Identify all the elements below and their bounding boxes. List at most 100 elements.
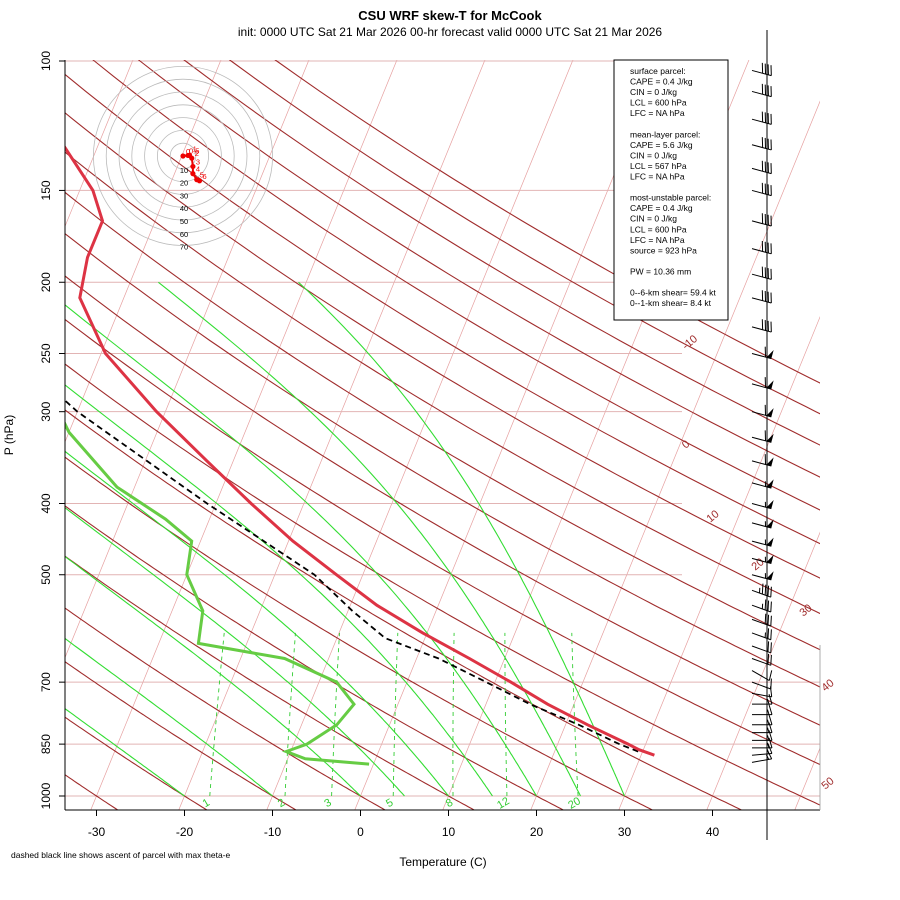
wind-barb-full — [764, 599, 767, 610]
hodograph-ring-label: 70 — [180, 243, 188, 252]
mixing-ratio-line — [392, 632, 399, 797]
wind-barb-flag — [766, 408, 774, 417]
dry-adiabat — [65, 73, 820, 545]
wind-barb — [751, 83, 772, 98]
profile-series — [65, 144, 655, 766]
chart-subtitle: init: 0000 UTC Sat 21 Mar 2026 00-hr for… — [238, 25, 663, 39]
mixing-ratio-label: 3 — [322, 797, 333, 810]
info-line: LFC = NA hPa — [630, 108, 685, 118]
wind-barb-full — [770, 586, 772, 598]
wind-barb-shaft — [751, 460, 772, 467]
wind-barb-full — [770, 654, 772, 666]
hodograph-ring-label: 10 — [180, 166, 188, 175]
wind-barb — [751, 290, 772, 304]
y-tick-label: 400 — [39, 493, 53, 513]
wind-barb — [751, 571, 774, 581]
isotherm — [706, 531, 820, 810]
info-line: CIN = 0 J/kg — [630, 214, 677, 224]
dry-adiabat — [65, 191, 820, 651]
info-line: CAPE = 0.4 J/kg — [630, 203, 693, 213]
dewpoint-line — [65, 420, 370, 766]
wind-barb-half — [765, 754, 770, 760]
wind-barb — [751, 111, 772, 125]
wind-barb — [751, 554, 774, 565]
wind-barb — [751, 743, 773, 756]
wind-barb-half — [767, 709, 770, 715]
y-tick-label: 1000 — [39, 782, 53, 809]
wind-barb-shaft — [751, 353, 772, 360]
hodograph-point — [180, 153, 186, 159]
dry-adiabat — [65, 555, 476, 810]
hodograph-ring — [156, 129, 209, 182]
y-tick-label: 150 — [39, 180, 53, 200]
dry-adiabat — [65, 661, 298, 810]
y-tick-label: 300 — [39, 401, 53, 421]
hodograph-ring — [93, 66, 273, 246]
dry-adiabat — [65, 232, 820, 688]
info-line: CAPE = 0.4 J/kg — [630, 77, 693, 87]
wind-barb-full — [768, 694, 773, 705]
mixing-ratio-label: 2 — [276, 797, 287, 810]
hodograph-ring-label: 40 — [180, 204, 188, 213]
info-line: LCL = 600 hPa — [630, 224, 687, 234]
info-line: CIN = 0 J/kg — [630, 150, 677, 160]
dry-adiabat — [65, 318, 820, 766]
x-tick-label: -20 — [176, 825, 194, 839]
mixing-ratio-line — [571, 632, 579, 797]
mixing-ratio-label: 1 — [201, 797, 212, 810]
wind-barb-full — [770, 601, 772, 613]
mixing-ratio-label: 20 — [566, 795, 583, 812]
wind-barb — [751, 613, 772, 627]
wind-barb-full — [767, 641, 770, 652]
x-tick-label: 40 — [706, 825, 720, 839]
x-tick-label: 30 — [618, 825, 632, 839]
dry-adiabat — [183, 60, 820, 446]
wind-barb-half — [767, 742, 770, 749]
x-tick-label: -10 — [264, 825, 282, 839]
hodograph-ring — [105, 78, 261, 234]
wind-barb-flag — [766, 349, 774, 359]
footnote: dashed black line shows ascent of parcel… — [11, 850, 231, 860]
mixing-ratio-line — [452, 632, 455, 796]
wind-barb-flag — [766, 433, 774, 443]
wind-barb — [751, 641, 772, 654]
wind-barb-shaft — [751, 482, 772, 489]
info-line: 0--6-km shear= 59.4 kt — [630, 288, 716, 298]
wind-barb-shaft — [751, 383, 772, 390]
info-line: PW = 10.36 mm — [630, 266, 691, 276]
wind-barb-flag — [766, 380, 774, 390]
hodograph-point-label: 6 — [203, 172, 207, 181]
y-tick-label: 500 — [39, 564, 53, 584]
wind-barb-half — [767, 727, 770, 733]
info-line: LCL = 567 hPa — [630, 161, 687, 171]
moist-adiabat — [158, 281, 581, 797]
dry-adiabat — [65, 151, 820, 615]
wind-barb — [751, 479, 774, 489]
dry-adiabat — [92, 60, 820, 511]
wind-barb — [751, 749, 773, 763]
moist-adiabat — [65, 384, 493, 797]
info-line: surface parcel: — [630, 66, 686, 76]
hodograph-point-label: 3 — [196, 157, 200, 166]
wind-barb-half — [767, 719, 770, 725]
wind-barb — [751, 670, 773, 681]
wind-barb — [752, 704, 773, 716]
dry-adiabat — [65, 774, 119, 810]
wind-barbs — [751, 62, 774, 763]
mixing-ratio-labels: 1 2 3 5 8 12 20 — [201, 795, 583, 812]
isotherm — [618, 316, 820, 810]
hodograph-point — [196, 178, 203, 184]
dry-adiabat — [65, 363, 820, 806]
x-tick-label: 20 — [530, 825, 544, 839]
mixing-ratio-label: 8 — [444, 797, 455, 810]
isobar-lines — [65, 60, 820, 797]
dry-adiabat — [228, 60, 820, 415]
dry-adiabat-lines — [65, 60, 820, 810]
wind-barb — [751, 678, 772, 690]
mixing-ratio-label: 5 — [384, 797, 395, 810]
isotherm-lines — [65, 60, 820, 810]
wind-barb-full — [767, 600, 770, 612]
wind-barb — [751, 266, 772, 280]
